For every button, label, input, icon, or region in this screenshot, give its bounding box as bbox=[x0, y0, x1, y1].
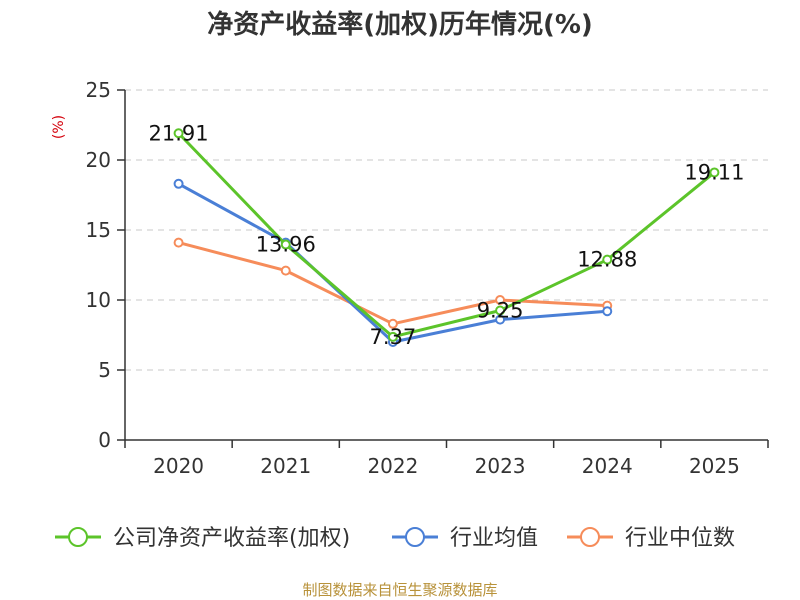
source-note: 制图数据来自恒生聚源数据库 bbox=[302, 581, 497, 599]
legend-label: 行业均值 bbox=[450, 526, 538, 551]
series-line bbox=[177, 132, 716, 339]
data-point bbox=[173, 178, 184, 189]
x-tick-label: 2021 bbox=[260, 454, 311, 478]
legend-marker bbox=[68, 527, 88, 547]
data-point bbox=[173, 128, 184, 139]
x-tick-label: 2023 bbox=[475, 454, 526, 478]
data-point bbox=[280, 265, 291, 276]
legend-label: 行业中位数 bbox=[625, 526, 735, 551]
legend: 公司净资产收益率(加权) 行业均值 行业中位数 bbox=[55, 526, 735, 551]
data-point bbox=[495, 305, 506, 316]
series-line bbox=[177, 182, 608, 344]
data-label: 21.91 bbox=[149, 121, 209, 145]
series-line bbox=[178, 241, 608, 326]
legend-marker bbox=[580, 527, 600, 547]
legend-marker bbox=[405, 527, 425, 547]
y-tick-label: 25 bbox=[86, 78, 111, 102]
data-point bbox=[602, 254, 613, 265]
data-label: 19.11 bbox=[684, 160, 744, 184]
y-tick-label: 15 bbox=[86, 218, 111, 242]
y-tick-label: 5 bbox=[98, 358, 111, 382]
data-point bbox=[709, 167, 720, 178]
data-point bbox=[173, 237, 184, 248]
data-label: 7.37 bbox=[370, 325, 417, 349]
data-point bbox=[602, 306, 613, 317]
x-tick-label: 2020 bbox=[153, 454, 204, 478]
x-tick-label: 2024 bbox=[582, 454, 633, 478]
data-point bbox=[495, 295, 506, 305]
x-tick-label: 2022 bbox=[367, 454, 418, 478]
grid-lines bbox=[125, 89, 768, 371]
legend-label: 公司净资产收益率(加权) bbox=[113, 526, 350, 551]
chart-title: 净资产收益率(加权)历年情况(%) bbox=[207, 9, 593, 40]
data-labels: 21.91 13.96 7.37 9.25 12.88 19.11 bbox=[149, 121, 745, 349]
data-point bbox=[387, 331, 398, 342]
series-lines bbox=[173, 128, 720, 347]
data-point bbox=[280, 239, 291, 250]
y-tick-label: 20 bbox=[86, 148, 111, 172]
data-point bbox=[387, 318, 398, 329]
y-tick-label: 10 bbox=[86, 288, 111, 312]
y-tick-label: 0 bbox=[98, 428, 111, 452]
data-label: 9.25 bbox=[477, 299, 524, 323]
data-point bbox=[495, 314, 506, 325]
data-label: 13.96 bbox=[256, 233, 316, 257]
x-tick-label: 2025 bbox=[689, 454, 740, 478]
y-axis-unit: (%) bbox=[51, 115, 67, 139]
data-label: 12.88 bbox=[577, 248, 637, 272]
